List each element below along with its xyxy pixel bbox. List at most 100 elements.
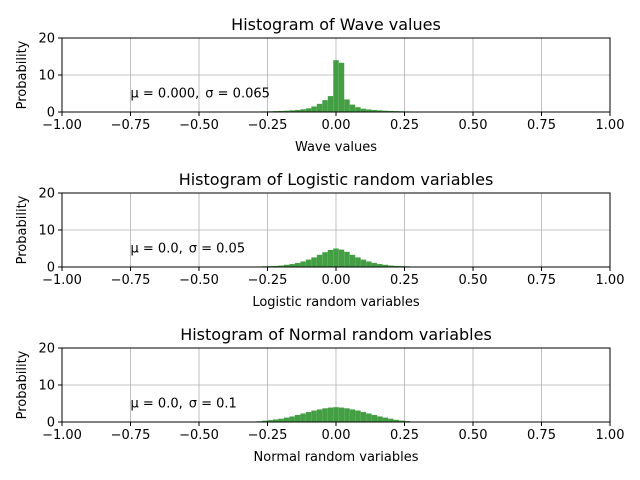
mu-annotation: μ = 0.0, [131,397,183,412]
histogram-bar [388,418,394,422]
subplot-3: −1.00 −0.75 −0.50 −0.25 0.00 0.25 0.50 0.75 1.00… [15,325,624,465]
histogram-bar [338,62,345,112]
histogram-bar [278,265,284,267]
histogram-bar [305,412,312,422]
chart-title: Histogram of Normal random variables [180,325,492,344]
histogram-bar [366,261,372,267]
x-tick-label: −0.50 [179,273,219,288]
x-tick-label: 0.00 [322,273,351,288]
stats-annotation: μ = 0.000, σ = 0.065 [131,87,270,102]
stats-annotation: μ = 0.0, σ = 0.05 [131,242,246,257]
histogram-bar [294,414,301,422]
histogram-bar [338,407,345,422]
histogram-bar [267,420,273,422]
x-tick-label: 0.00 [322,118,351,133]
x-tick-label: −0.50 [179,118,219,133]
histogram-bar [289,110,295,112]
histogram-bar [355,107,361,112]
x-tick-label: 0.25 [390,118,419,133]
histogram-bar [349,254,356,267]
stats-annotation: μ = 0.0, σ = 0.1 [131,397,237,412]
chart-title: Histogram of Logistic random variables [179,170,494,189]
histogram-bar [382,110,389,112]
histogram-bar [333,407,339,422]
histogram-bar [344,99,350,112]
x-tick-label: 0.75 [527,118,556,133]
histogram-bar [305,259,312,267]
histogram-bar [300,261,306,267]
y-tick-label: 0 [47,261,55,276]
histogram-bar [344,251,350,267]
y-tick-label: 0 [47,416,55,431]
histogram-bar [393,419,400,422]
histogram-bar [388,110,394,112]
x-tick-label: −0.25 [248,428,288,443]
y-axis-label: Probability [15,195,30,264]
histogram-bar [366,109,372,112]
sigma-annotation: σ = 0.065 [205,87,270,102]
histogram-bar [289,264,295,267]
histogram-bar [272,265,279,267]
histogram-bar [360,108,367,112]
histogram-bar [289,416,295,422]
x-tick-label: −0.75 [111,273,151,288]
y-axis-label: Probability [15,350,30,419]
histogram-bar [382,417,389,422]
histogram-bar [300,109,306,112]
histogram-bar [360,412,367,422]
x-tick-label: 1.00 [596,273,625,288]
histogram-bar [311,257,317,267]
histogram-bar [377,110,383,112]
histogram-bar [393,265,400,267]
histogram-bar [360,259,367,267]
histogram-bar [344,408,350,422]
histogram-bar [262,420,268,422]
histogram-bar [371,414,378,422]
y-tick-label: 10 [38,224,55,239]
histogram-bar [283,264,290,267]
histogram-bar [371,262,378,267]
histogram-bar [294,262,301,267]
x-axis-label: Logistic random variables [252,295,420,310]
histogram-bar [355,410,361,422]
histogram-bar [355,257,361,267]
histogram-bar [349,104,356,112]
x-tick-label: −1.00 [42,428,82,443]
histogram-bar [272,419,279,422]
histogram-bar [371,109,378,112]
histogram-bar [327,249,334,267]
histogram-bar [283,110,290,112]
sigma-annotation: σ = 0.1 [189,397,237,412]
histogram-bar [305,108,312,112]
histogram-bar [278,110,284,112]
x-tick-label: 0.00 [322,428,351,443]
x-tick-label: −0.75 [111,118,151,133]
x-tick-label: 0.50 [459,428,488,443]
x-tick-label: −1.00 [42,273,82,288]
mu-annotation: μ = 0.0, [131,242,183,257]
y-tick-label: 20 [38,342,55,357]
x-tick-label: −0.75 [111,428,151,443]
x-axis-label: Wave values [295,140,377,155]
histogram-bar [366,413,372,422]
histogram-bar [316,254,323,267]
x-tick-label: 0.50 [459,118,488,133]
x-tick-label: −0.25 [248,118,288,133]
chart-title: Histogram of Wave values [231,15,441,34]
mu-annotation: μ = 0.000, [131,87,200,102]
x-tick-label: 0.25 [390,273,419,288]
histogram-bar [382,264,389,267]
y-tick-label: 10 [38,69,55,84]
y-tick-label: 0 [47,106,55,121]
histogram-bar [377,264,383,267]
x-tick-label: 0.75 [527,273,556,288]
histogram-bar [388,265,394,267]
histogram-bar [333,248,339,267]
histogram-bar [316,103,323,112]
y-axis-label: Probability [15,40,30,109]
x-tick-label: −0.50 [179,428,219,443]
histogram-bar [327,96,334,112]
histogram-bar [399,420,405,422]
histogram-bar [311,410,317,422]
histogram-bar [349,409,356,422]
